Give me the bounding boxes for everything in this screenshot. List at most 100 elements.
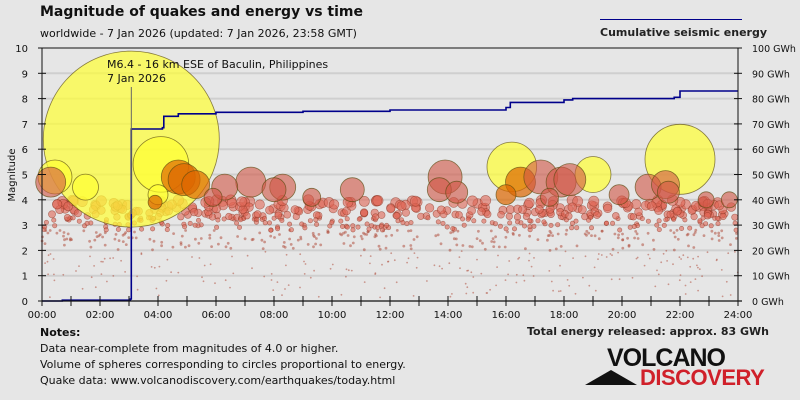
small-quake-point bbox=[238, 217, 244, 223]
small-quake-point bbox=[179, 241, 183, 245]
small-quake-point bbox=[629, 213, 638, 221]
small-quake-point bbox=[177, 213, 185, 221]
small-quake-point bbox=[342, 242, 346, 245]
small-quake-point bbox=[101, 235, 104, 239]
small-quake-point bbox=[363, 281, 366, 283]
small-quake-point bbox=[513, 213, 522, 221]
small-quake-point bbox=[362, 248, 366, 252]
small-quake-point bbox=[478, 239, 482, 243]
small-quake-point bbox=[340, 233, 343, 237]
small-quake-point bbox=[518, 256, 521, 259]
major-quake-point bbox=[540, 187, 559, 207]
small-quake-point bbox=[155, 287, 158, 290]
small-quake-point bbox=[93, 238, 97, 242]
small-quake-point bbox=[190, 208, 199, 217]
x-tick-label: 20:00 bbox=[608, 310, 637, 321]
small-quake-point bbox=[94, 231, 98, 234]
small-quake-point bbox=[117, 239, 121, 243]
small-quake-point bbox=[62, 273, 65, 276]
small-quake-point bbox=[692, 246, 696, 249]
small-quake-point bbox=[600, 229, 604, 233]
small-quake-point bbox=[51, 217, 57, 223]
small-quake-point bbox=[693, 231, 697, 234]
small-quake-point bbox=[134, 236, 138, 240]
small-quake-point bbox=[165, 279, 168, 282]
x-tick-label: 22:00 bbox=[666, 310, 695, 321]
small-quake-point bbox=[356, 216, 362, 222]
small-quake-point bbox=[528, 259, 530, 262]
volcanodiscovery-logo[interactable]: VOLCANO DISCOVERY bbox=[585, 344, 765, 396]
small-quake-point bbox=[494, 235, 497, 239]
small-quake-point bbox=[413, 252, 416, 255]
small-quake-point bbox=[171, 245, 175, 249]
small-quake-point bbox=[221, 216, 227, 222]
small-quake-point bbox=[53, 273, 55, 276]
small-quake-point bbox=[455, 243, 459, 247]
small-quake-point bbox=[299, 237, 303, 241]
small-quake-point bbox=[66, 232, 70, 236]
small-quake-point bbox=[160, 240, 164, 244]
small-quake-point bbox=[656, 218, 662, 224]
small-quake-point bbox=[136, 288, 139, 291]
small-quake-point bbox=[261, 247, 265, 251]
small-quake-point bbox=[727, 252, 730, 255]
small-quake-point bbox=[400, 220, 406, 226]
small-quake-point bbox=[654, 222, 660, 228]
small-quake-point bbox=[288, 227, 294, 233]
small-quake-point bbox=[217, 242, 220, 246]
total-energy: Total energy released: approx. 83 GWh bbox=[527, 325, 769, 338]
small-quake-point bbox=[44, 229, 48, 233]
small-quake-point bbox=[351, 241, 355, 245]
y2-tick-label: 50 GWh bbox=[752, 171, 790, 182]
small-quake-point bbox=[290, 205, 300, 215]
small-quake-point bbox=[88, 239, 91, 243]
small-quake-point bbox=[229, 246, 233, 250]
small-quake-point bbox=[684, 284, 687, 287]
small-quake-point bbox=[697, 255, 699, 258]
small-quake-point bbox=[515, 273, 518, 276]
small-quake-point bbox=[344, 224, 350, 230]
small-quake-point bbox=[671, 216, 677, 222]
small-quake-point bbox=[635, 257, 638, 260]
small-quake-point bbox=[158, 265, 161, 268]
small-quake-point bbox=[315, 237, 318, 240]
small-quake-point bbox=[378, 223, 384, 229]
small-quake-point bbox=[102, 260, 104, 263]
small-quake-point bbox=[633, 236, 636, 240]
small-quake-point bbox=[435, 219, 441, 225]
small-quake-point bbox=[360, 208, 369, 217]
small-quake-point bbox=[313, 217, 319, 223]
small-quake-point bbox=[471, 218, 477, 224]
small-quake-point bbox=[191, 256, 193, 258]
small-quake-point bbox=[555, 222, 561, 228]
small-quake-point bbox=[358, 195, 370, 207]
small-quake-point bbox=[426, 280, 428, 282]
major-quake-point bbox=[203, 187, 223, 207]
small-quake-point bbox=[350, 223, 356, 229]
small-quake-point bbox=[282, 245, 285, 248]
small-quake-point bbox=[672, 263, 674, 266]
y2-tick-label: 80 GWh bbox=[752, 95, 790, 106]
small-quake-point bbox=[65, 237, 69, 241]
small-quake-point bbox=[717, 234, 721, 238]
small-quake-point bbox=[590, 234, 593, 238]
small-quake-point bbox=[287, 284, 290, 286]
small-quake-point bbox=[170, 271, 173, 274]
small-quake-point bbox=[103, 243, 107, 247]
major-quake-point bbox=[35, 166, 67, 198]
small-quake-point bbox=[481, 218, 487, 224]
small-quake-point bbox=[199, 237, 203, 240]
small-quake-point bbox=[425, 215, 431, 221]
small-quake-point bbox=[497, 210, 505, 219]
small-quake-point bbox=[395, 229, 399, 232]
small-quake-point bbox=[563, 217, 569, 223]
small-quake-point bbox=[731, 213, 739, 221]
small-quake-point bbox=[527, 218, 533, 224]
small-quake-point bbox=[646, 231, 650, 235]
small-quake-point bbox=[679, 274, 682, 276]
small-quake-point bbox=[374, 272, 377, 275]
small-quake-point bbox=[436, 233, 440, 237]
small-quake-point bbox=[504, 279, 507, 281]
small-quake-point bbox=[524, 197, 535, 209]
